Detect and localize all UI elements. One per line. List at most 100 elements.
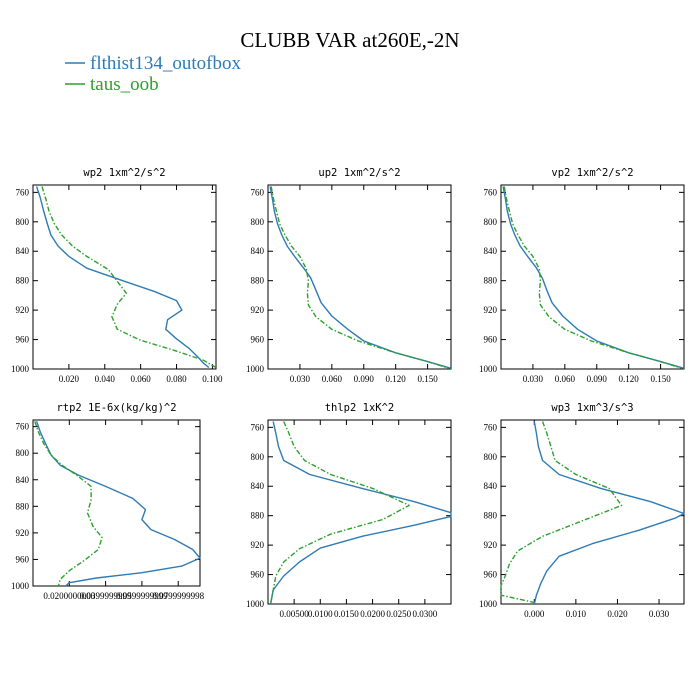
panel-4-ytick-label-5: 960 <box>251 570 265 580</box>
panel-1-xtick-label-3: 0.120 <box>386 374 407 384</box>
panel-4-xtick-label-1: 0.0100 <box>308 609 333 619</box>
panel-5-xtick-label-2: 0.020 <box>607 609 628 619</box>
panel-3-ytick-label-1: 800 <box>16 448 30 458</box>
panel-4-series-0 <box>269 421 452 605</box>
panel-2-ytick-label-6: 1000 <box>479 364 498 374</box>
panel-5-ytick-label-4: 920 <box>484 540 498 550</box>
panel-1-ytick-label-6: 1000 <box>246 364 265 374</box>
panel-2-ytick-label-4: 920 <box>484 305 498 315</box>
panel-0-xtick-label-2: 0.060 <box>131 374 152 384</box>
panel-4-ytick-label-6: 1000 <box>246 599 265 609</box>
panel-1-xtick-label-0: 0.030 <box>290 374 311 384</box>
panel-5-ytick-label-3: 880 <box>484 511 498 521</box>
panel-3-series-0 <box>35 421 201 587</box>
panel-2-ytick-label-1: 800 <box>484 217 498 227</box>
panel-3-series-1 <box>34 421 103 587</box>
panel-2-ytick-label-5: 960 <box>484 335 498 345</box>
legend-label-1: taus_oob <box>90 74 159 95</box>
panel-5-ytick-label-2: 840 <box>484 481 498 491</box>
panel-3-frame <box>32 419 201 587</box>
panel-1: up2 1xm^2/s^2 760 800 840 880 920 960 1000 0.030… <box>246 167 452 384</box>
panel-1-ytick-label-0: 760 <box>251 187 265 197</box>
panel-0-frame <box>32 184 217 370</box>
panel-1-ytick-label-1: 800 <box>251 217 265 227</box>
panel-3-xtick-label-2: 0.0599999999 <box>116 591 168 601</box>
panel-4-title: thlp2 1xK^2 <box>325 402 395 414</box>
panel-0-ytick-label-1: 800 <box>16 217 30 227</box>
panel-4-ytick-label-1: 800 <box>251 452 265 462</box>
panel-0-series-1 <box>41 186 217 369</box>
panel-1-ytick-label-3: 880 <box>251 276 265 286</box>
legend-label-0: flthist134_outofbox <box>90 53 241 74</box>
legend: flthist134_outofbox taus_oob <box>65 53 241 95</box>
panel-3-xtick-label-1: 0.0399999999 <box>80 591 132 601</box>
panel-4-xtick-label-5: 0.0300 <box>412 609 437 619</box>
panel-0-xtick-label-1: 0.040 <box>95 374 116 384</box>
panel-3-ytick-label-5: 960 <box>16 554 30 564</box>
panel-4-xtick-label-0: 0.00500 <box>280 609 310 619</box>
panel-5-ytick-label-1: 800 <box>484 452 498 462</box>
panel-1-ytick-label-2: 840 <box>251 246 265 256</box>
panel-5: wp3 1xm^3/s^3 760 800 840 880 920 960 1000 0.000… <box>479 402 685 619</box>
panel-3-title: rtp2 1E-6x(kg/kg)^2 <box>56 402 176 414</box>
panel-2-series-0 <box>502 186 685 369</box>
panel-2-frame <box>500 184 685 370</box>
panel-0-title: wp2 1xm^2/s^2 <box>83 167 165 179</box>
panel-2-xtick-label-4: 0.150 <box>650 374 671 384</box>
panel-5-xtick-label-3: 0.030 <box>649 609 670 619</box>
panel-4-ytick-label-3: 880 <box>251 511 265 521</box>
panel-1-frame <box>267 184 452 370</box>
panel-4: thlp2 1xK^2 760 800 840 880 920 960 1000 0.00500… <box>246 402 452 619</box>
panel-1-series-1 <box>270 186 450 369</box>
panel-1-title: up2 1xm^2/s^2 <box>318 167 400 179</box>
panel-5-series-1 <box>500 421 623 604</box>
panel-0-series-0 <box>35 186 210 369</box>
panel-5-title: wp3 1xm^3/s^3 <box>551 402 633 414</box>
panel-2-ytick-label-3: 880 <box>484 276 498 286</box>
panel-2-xtick-label-0: 0.030 <box>523 374 544 384</box>
panel-3-ytick-label-6: 1000 <box>11 581 30 591</box>
panel-4-xtick-label-3: 0.0200 <box>360 609 385 619</box>
panel-0-xtick-label-0: 0.020 <box>59 374 80 384</box>
panel-0-ytick-label-4: 920 <box>16 305 30 315</box>
panel-4-xtick-label-4: 0.0250 <box>386 609 411 619</box>
panel-2-ytick-label-2: 840 <box>484 246 498 256</box>
panel-3-ytick-label-0: 760 <box>16 422 30 432</box>
panel-5-ytick-label-6: 1000 <box>479 599 498 609</box>
panel-0: wp2 1xm^2/s^2 760 800 840 880 920 960 1000 0.020… <box>11 167 223 384</box>
panel-0-xtick-label-4: 0.100 <box>202 374 223 384</box>
panel-3-ytick-label-4: 920 <box>16 528 30 538</box>
panel-5-frame <box>500 419 685 605</box>
panel-5-xtick-label-0: 0.000 <box>524 609 545 619</box>
panel-2-xtick-label-3: 0.120 <box>619 374 640 384</box>
panel-0-ytick-label-2: 840 <box>16 246 30 256</box>
panel-4-series-1 <box>269 421 410 605</box>
panel-5-ytick-label-0: 760 <box>484 422 498 432</box>
panel-1-xtick-label-1: 0.060 <box>322 374 343 384</box>
panel-4-ytick-label-2: 840 <box>251 481 265 491</box>
panel-3-xtick-label-0: 0.0200000000 <box>43 591 95 601</box>
panel-5-ytick-label-5: 960 <box>484 570 498 580</box>
panel-0-ytick-label-6: 1000 <box>11 364 30 374</box>
panel-0-ytick-label-0: 760 <box>16 187 30 197</box>
panel-3: rtp2 1E-6x(kg/kg)^2 760 800 840 880 920 960 100… <box>11 402 205 601</box>
panel-5-series-0 <box>533 421 685 605</box>
figure-title: CLUBB VAR at260E,-2N <box>240 28 459 52</box>
panels: wp2 1xm^2/s^2 760 800 840 880 920 960 1000 0.020… <box>11 167 685 619</box>
panel-2-xtick-label-2: 0.090 <box>587 374 608 384</box>
panel-1-xtick-label-2: 0.090 <box>354 374 375 384</box>
panel-2-series-1 <box>503 186 683 369</box>
panel-4-xtick-label-2: 0.0150 <box>334 609 359 619</box>
panel-1-series-0 <box>269 186 452 369</box>
panel-2-title: vp2 1xm^2/s^2 <box>551 167 633 179</box>
panel-2-ytick-label-0: 760 <box>484 187 498 197</box>
panel-3-xtick-label-3: 0.0799999998 <box>152 591 204 601</box>
panel-0-xtick-label-3: 0.080 <box>166 374 187 384</box>
panel-0-ytick-label-5: 960 <box>16 335 30 345</box>
panel-4-ytick-label-0: 760 <box>251 422 265 432</box>
panel-1-xtick-label-4: 0.150 <box>417 374 438 384</box>
panel-2: vp2 1xm^2/s^2 760 800 840 880 920 960 1000 0.030… <box>479 167 685 384</box>
panel-1-ytick-label-4: 920 <box>251 305 265 315</box>
panel-2-xtick-label-1: 0.060 <box>555 374 576 384</box>
